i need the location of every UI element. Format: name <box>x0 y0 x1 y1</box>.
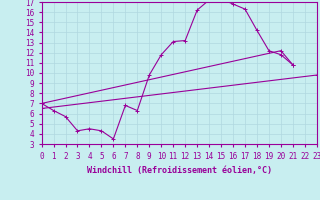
X-axis label: Windchill (Refroidissement éolien,°C): Windchill (Refroidissement éolien,°C) <box>87 166 272 175</box>
